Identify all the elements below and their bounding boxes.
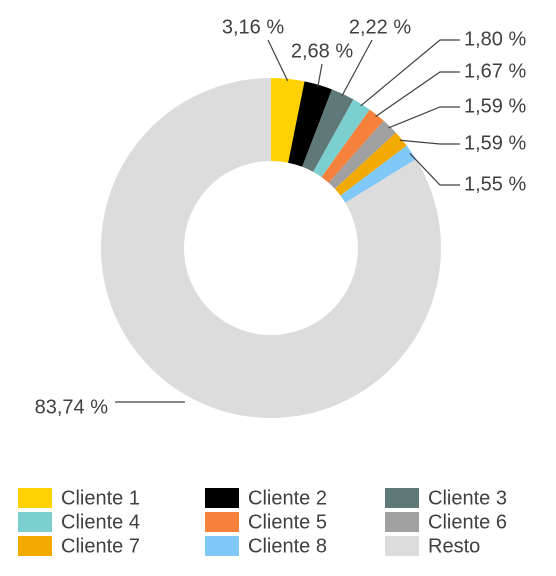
- legend-swatch: [205, 536, 239, 556]
- legend-label: Cliente 8: [248, 535, 327, 557]
- legend-swatch: [385, 488, 419, 508]
- leader-line: [341, 39, 373, 97]
- slice: [321, 109, 384, 183]
- legend-label: Cliente 5: [248, 511, 327, 533]
- leader-line: [388, 106, 460, 129]
- slice: [302, 89, 354, 172]
- data-label: 2,68 %: [291, 40, 353, 62]
- data-label: 1,55 %: [464, 173, 526, 195]
- legend-swatch: [205, 512, 239, 532]
- legend-swatch: [18, 488, 52, 508]
- legend-label: Resto: [428, 535, 480, 557]
- slice: [313, 99, 370, 178]
- legend-swatch: [18, 512, 52, 532]
- leader-line: [360, 39, 460, 107]
- legend-label: Cliente 6: [428, 511, 507, 533]
- data-label: 1,59 %: [464, 95, 526, 117]
- slice: [328, 120, 396, 189]
- data-label: 1,59 %: [464, 132, 526, 154]
- slice: [100, 78, 441, 418]
- data-label: 83,74 %: [35, 396, 109, 418]
- slice: [288, 81, 332, 167]
- legend-swatch: [385, 536, 419, 556]
- leader-line: [267, 39, 289, 82]
- data-label: 2,22 %: [349, 16, 411, 38]
- slice: [271, 78, 305, 163]
- legend-label: Cliente 7: [61, 535, 140, 557]
- slice: [334, 132, 407, 196]
- leader-line: [375, 71, 460, 118]
- slice: [340, 145, 417, 203]
- data-label: 1,67 %: [464, 60, 526, 82]
- legend-swatch: [385, 512, 419, 532]
- data-label: 1,80 %: [464, 28, 526, 50]
- legend-swatch: [205, 488, 239, 508]
- leader-line: [317, 63, 323, 87]
- leader-line: [409, 153, 460, 186]
- legend-swatch: [18, 536, 52, 556]
- legend-label: Cliente 4: [61, 511, 140, 533]
- leader-line: [399, 139, 460, 145]
- legend-label: Cliente 2: [248, 487, 327, 509]
- data-label: 3,16 %: [222, 16, 284, 38]
- legend-label: Cliente 3: [428, 487, 507, 509]
- legend-label: Cliente 1: [61, 487, 140, 509]
